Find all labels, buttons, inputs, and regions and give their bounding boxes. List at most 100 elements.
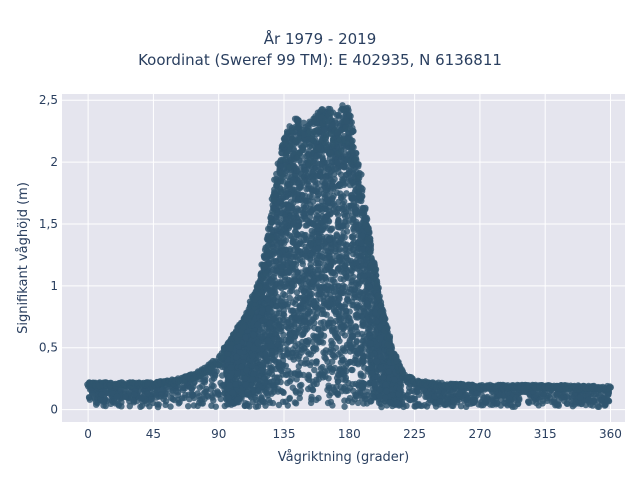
data-point [361,364,368,371]
data-point [126,403,133,410]
data-point [447,390,454,397]
data-point [294,231,301,238]
data-point [386,399,394,406]
data-point [311,159,318,167]
data-point [444,401,451,408]
data-point [322,217,330,224]
data-point [286,294,293,302]
data-point [109,390,116,397]
data-point [321,324,328,332]
data-point [282,371,290,379]
data-point [352,324,360,331]
data-point [302,231,309,239]
data-point [271,336,278,343]
data-point [506,401,514,408]
data-point [302,356,310,363]
data-point [264,337,272,344]
data-point [250,371,257,378]
data-point [179,384,187,392]
data-point [310,277,317,285]
data-point [225,394,232,401]
data-point [264,392,271,399]
data-point [212,372,219,379]
data-point [289,384,296,391]
data-point [329,351,336,358]
data-point [347,165,354,173]
data-point [341,234,348,241]
data-point [366,326,373,333]
data-point [368,370,375,377]
data-point [395,390,402,398]
data-point [284,181,291,189]
data-point [361,339,369,347]
data-point [329,358,336,365]
data-point [242,381,249,388]
data-point [280,331,287,338]
data-point [250,331,257,339]
data-point [340,346,347,354]
data-point [313,358,320,365]
data-point [289,176,297,183]
data-point [285,276,292,284]
data-point [348,345,355,352]
data-point [277,346,284,353]
data-point [271,330,279,337]
data-point [278,263,286,270]
data-point [292,389,300,396]
data-point [362,278,369,286]
data-point [318,277,326,284]
data-point [335,218,342,225]
data-point [275,324,282,331]
data-point [289,281,296,288]
data-point [336,316,343,323]
data-point [327,263,334,270]
data-point [349,262,357,269]
data-point [292,296,299,304]
data-point [194,390,201,397]
data-point [268,363,275,371]
data-point [572,398,579,406]
data-point [171,396,178,404]
data-point [122,393,129,400]
data-point [86,396,94,403]
data-point [287,198,295,205]
data-point [350,387,357,395]
data-point [355,245,362,253]
data-point [236,349,243,356]
data-point [349,333,357,341]
data-point [285,325,292,332]
data-point [319,363,326,371]
data-point [352,312,359,319]
data-point [325,319,332,326]
data-point [190,402,197,409]
data-point [291,253,298,260]
data-point [555,402,562,409]
data-point [280,389,287,396]
data-point [370,297,378,304]
data-point [302,215,309,222]
data-point [343,242,350,249]
data-point [274,293,282,301]
data-point [329,368,336,376]
data-point [185,403,192,410]
data-point [349,234,357,241]
data-point [266,259,273,267]
data-point [165,385,172,393]
data-point [307,384,314,391]
data-point [280,361,287,369]
data-point [300,305,307,312]
data-point [350,199,358,207]
data-point [345,297,352,305]
data-point [320,371,327,379]
data-point [293,349,300,357]
data-point [352,209,359,216]
data-point [308,209,315,216]
data-point [525,398,532,406]
data-point [262,316,269,323]
data-point [258,367,265,374]
data-point [378,403,385,411]
data-point [314,203,322,210]
data-point [274,219,281,226]
data-point [296,394,303,402]
data-point [334,211,342,219]
